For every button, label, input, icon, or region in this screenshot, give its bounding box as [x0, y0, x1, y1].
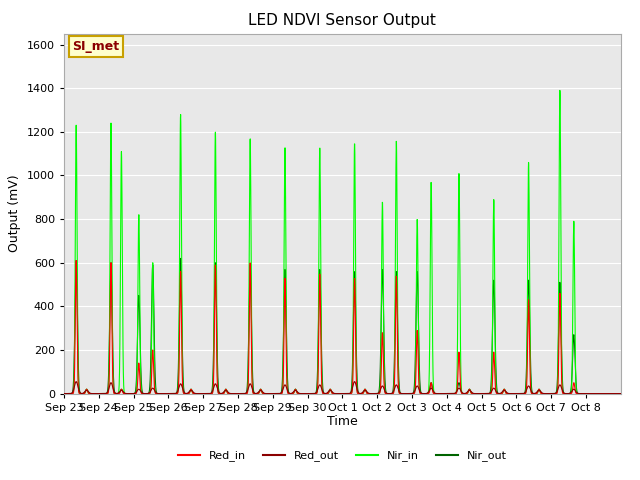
Nir_in [463, 391, 470, 396]
Line: Red_out: Red_out [64, 382, 621, 394]
Red_out [60, 391, 68, 396]
Nir_in [556, 87, 564, 93]
Nir_out [532, 391, 540, 396]
Nir_out [177, 255, 184, 261]
Y-axis label: Output (mV): Output (mV) [8, 175, 21, 252]
Red_out [463, 390, 471, 396]
Red_out [617, 391, 625, 396]
Nir_out [60, 391, 68, 396]
Nir_out [617, 391, 625, 396]
Nir_in [60, 391, 68, 396]
Nir_out [499, 389, 506, 395]
Red_in [499, 390, 506, 396]
Red_out [72, 379, 80, 384]
Red_in [414, 342, 422, 348]
Line: Nir_in: Nir_in [64, 90, 621, 394]
Red_out [174, 387, 182, 393]
Nir_in [499, 390, 506, 396]
Nir_out [174, 376, 182, 382]
X-axis label: Time: Time [327, 415, 358, 429]
Red_in [604, 391, 611, 396]
Nir_in [604, 391, 611, 396]
Red_out [499, 389, 506, 395]
Nir_out [611, 391, 618, 396]
Line: Nir_out: Nir_out [64, 258, 621, 394]
Nir_out [463, 390, 471, 396]
Red_out [414, 384, 422, 389]
Line: Red_in: Red_in [64, 261, 621, 394]
Text: SI_met: SI_met [72, 40, 120, 53]
Nir_in [414, 239, 422, 245]
Red_in [174, 388, 182, 394]
Red_in [532, 391, 540, 396]
Red_out [532, 390, 540, 396]
Nir_in [617, 391, 625, 396]
Nir_out [414, 284, 422, 290]
Red_in [463, 391, 471, 396]
Red_in [611, 391, 619, 396]
Red_out [611, 391, 618, 396]
Nir_in [532, 391, 540, 396]
Nir_in [611, 391, 619, 396]
Legend: Red_in, Red_out, Nir_in, Nir_out: Red_in, Red_out, Nir_in, Nir_out [173, 446, 511, 466]
Title: LED NDVI Sensor Output: LED NDVI Sensor Output [248, 13, 436, 28]
Red_in [60, 391, 68, 396]
Red_in [617, 391, 625, 396]
Red_in [72, 258, 80, 264]
Nir_in [174, 387, 182, 393]
